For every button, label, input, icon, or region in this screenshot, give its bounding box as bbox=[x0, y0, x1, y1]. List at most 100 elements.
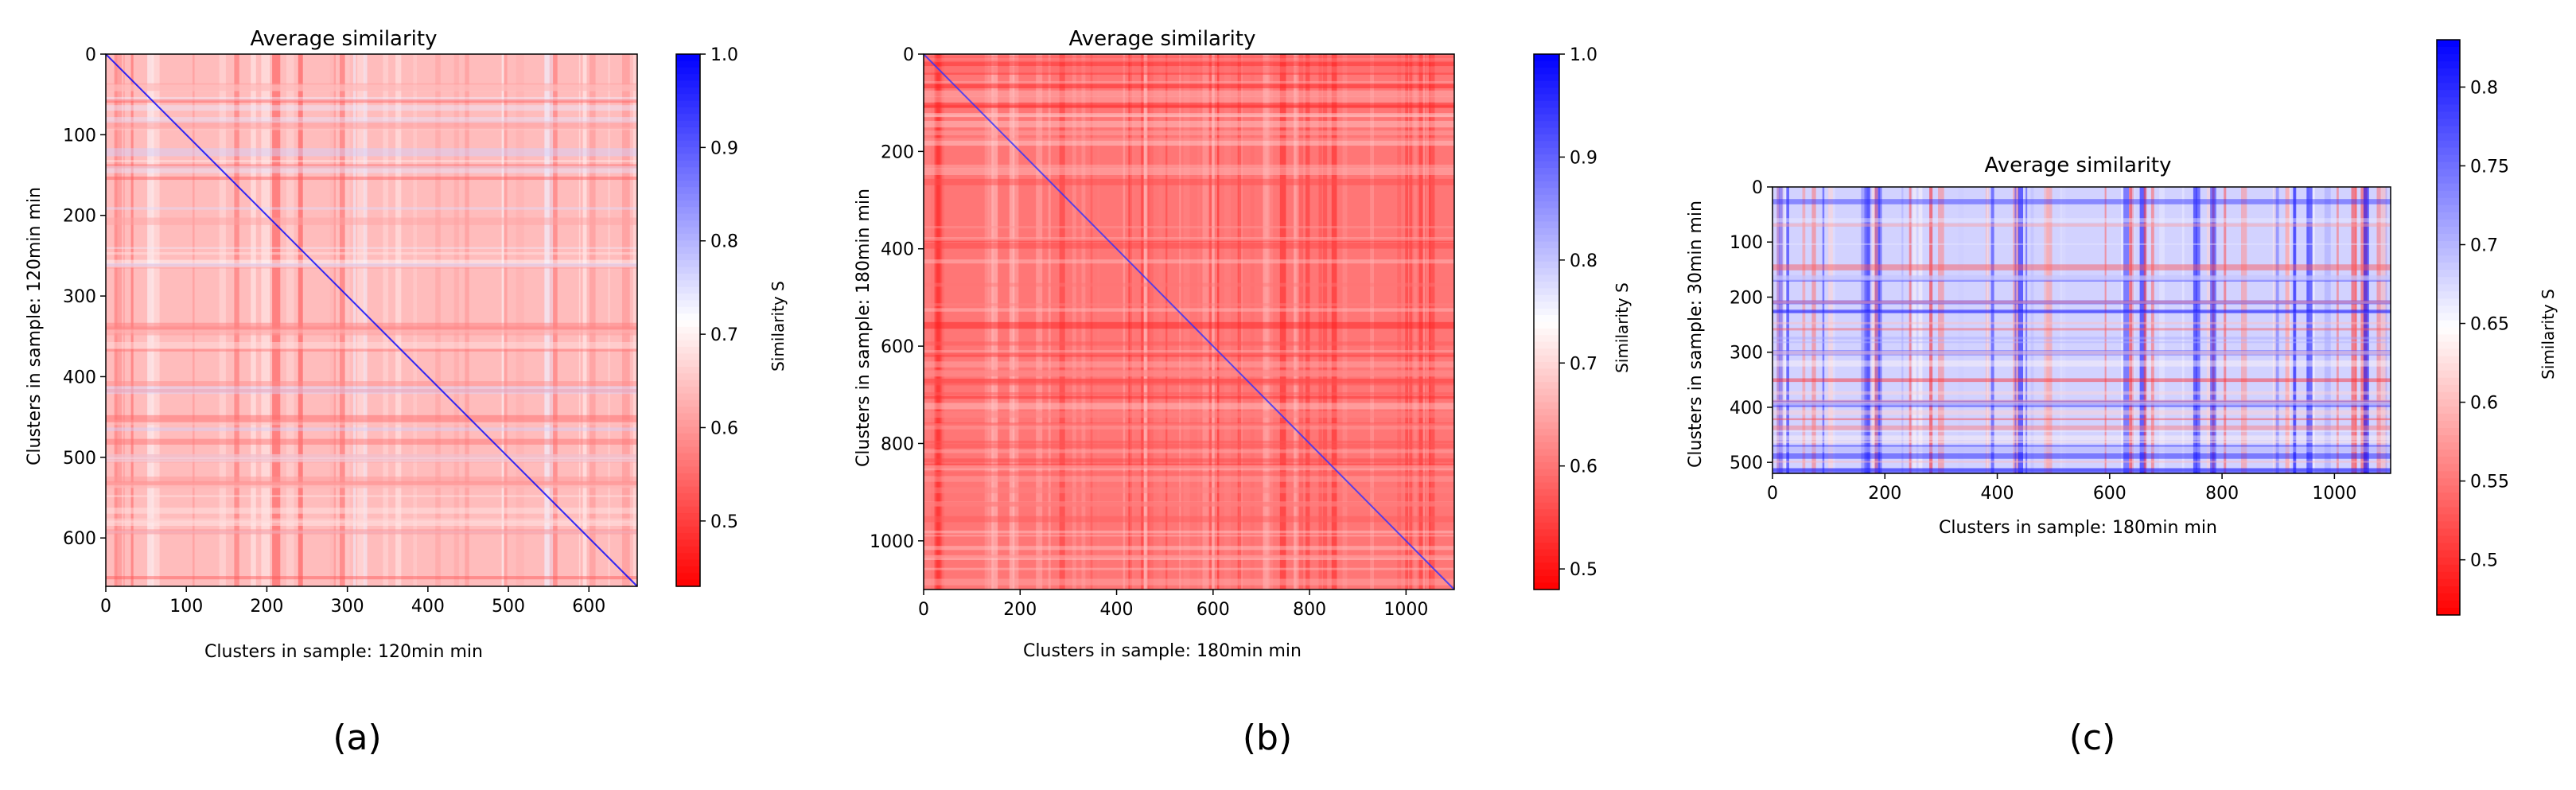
heatmap-column-band bbox=[2121, 187, 2124, 473]
colorbar-segment bbox=[676, 393, 700, 401]
colorbar-segment bbox=[676, 227, 700, 235]
colorbar-segment bbox=[2437, 550, 2460, 558]
heatmap-column-band bbox=[1183, 54, 1190, 590]
heatmap-row-band bbox=[924, 120, 1454, 128]
heatmap-column-band bbox=[329, 54, 333, 586]
x-tick-label: 200 bbox=[1868, 484, 1901, 504]
colorbar-segment bbox=[2437, 154, 2460, 163]
colorbar-segment bbox=[2437, 119, 2460, 127]
plot-frame bbox=[105, 53, 638, 587]
colorbar-segment bbox=[1534, 100, 1559, 108]
heatmap-row-band bbox=[1772, 321, 2391, 325]
heatmap-column-band bbox=[1306, 54, 1310, 590]
colorbar-segment bbox=[2437, 507, 2460, 516]
heatmap-row-band bbox=[1772, 425, 2391, 430]
heatmap-column-band bbox=[2196, 187, 2200, 473]
y-tick-label: 500 bbox=[1730, 453, 1763, 473]
colorbar-segment bbox=[2437, 399, 2460, 407]
colorbar-segment bbox=[1534, 201, 1559, 209]
heatmap-row-band bbox=[924, 471, 1454, 476]
heatmap-column-band bbox=[2241, 187, 2247, 473]
heatmap-column-band bbox=[590, 54, 596, 586]
colorbar-segment bbox=[676, 440, 700, 447]
colorbar-segment bbox=[1534, 488, 1559, 496]
colorbar-segment bbox=[2437, 500, 2460, 508]
colorbar-segment bbox=[2437, 76, 2460, 84]
heatmap-row-band bbox=[924, 66, 1454, 73]
colorbar-segment bbox=[2437, 140, 2460, 149]
y-tick-label: 600 bbox=[881, 337, 914, 357]
y-tick-labels: 0 100 200 300 400 500 bbox=[1730, 178, 1772, 473]
heatmap-row-band bbox=[1772, 301, 2391, 304]
y-tick-label: 300 bbox=[63, 287, 96, 307]
colorbar-tick-label: 0.6 bbox=[1570, 457, 1597, 477]
heatmap-column-band bbox=[1318, 54, 1322, 590]
colorbar-segment bbox=[2437, 313, 2460, 321]
colorbar-segment bbox=[2437, 255, 2460, 263]
colorbar-segment bbox=[676, 433, 700, 441]
heatmap-row-band bbox=[106, 348, 637, 352]
heatmap-column-band bbox=[504, 54, 508, 586]
heatmap-row-band bbox=[924, 58, 1454, 63]
heatmap-row-band bbox=[924, 465, 1454, 471]
heatmap-row-band bbox=[1772, 468, 2391, 473]
colorbar-segment bbox=[1534, 107, 1559, 115]
x-tick-label: 0 bbox=[100, 597, 111, 617]
colorbar-segment bbox=[1534, 134, 1559, 142]
colorbar-segment bbox=[2437, 449, 2460, 457]
heatmap-column-band bbox=[130, 54, 134, 586]
colorbar-segment bbox=[676, 320, 700, 328]
y-tick-label: 400 bbox=[63, 368, 96, 387]
colorbar-segment bbox=[676, 120, 700, 128]
colorbar-segment bbox=[2437, 133, 2460, 142]
y-tick-label: 600 bbox=[63, 529, 96, 549]
heatmap-column-band bbox=[1909, 187, 1912, 473]
colorbar-segment bbox=[676, 280, 700, 288]
colorbar-segment bbox=[1534, 302, 1559, 309]
heatmap-row-band bbox=[1772, 276, 2391, 282]
colorbar-tick-label: 0.5 bbox=[2470, 551, 2498, 571]
heatmap-row-band bbox=[924, 578, 1454, 586]
colorbar-segment bbox=[2437, 97, 2460, 105]
colorbar-segment bbox=[1534, 368, 1559, 376]
colorbar-segment bbox=[2437, 442, 2460, 450]
colorbar-segment bbox=[1534, 282, 1559, 290]
colorbar-segment bbox=[2437, 435, 2460, 443]
heatmap-column-band bbox=[2355, 187, 2357, 473]
heatmap-column-band bbox=[2210, 187, 2216, 473]
colorbar-segment bbox=[1534, 181, 1559, 189]
chart-title: Average similarity bbox=[1984, 154, 2171, 177]
colorbar-segment bbox=[676, 419, 700, 427]
colorbar-segment bbox=[1534, 161, 1559, 169]
heatmap-column-band bbox=[1370, 54, 1374, 590]
colorbar-segment bbox=[2437, 40, 2460, 48]
heatmap-column-band bbox=[1822, 187, 1825, 473]
colorbar-tick-label: 0.5 bbox=[710, 512, 738, 532]
heatmap-row-band bbox=[106, 96, 637, 101]
colorbar-segment bbox=[2437, 147, 2460, 156]
heatmap-column-band bbox=[1141, 54, 1144, 590]
colorbar-segment bbox=[676, 173, 700, 181]
colorbar-segment bbox=[676, 220, 700, 228]
heatmap-row-band bbox=[924, 403, 1454, 410]
x-tick-label: 800 bbox=[1293, 600, 1326, 620]
heatmap-column-band bbox=[2018, 187, 2023, 473]
heatmap-column-band bbox=[1872, 187, 1875, 473]
colorbar-segment bbox=[1534, 255, 1559, 263]
heatmap-row-band bbox=[106, 518, 637, 523]
heatmap-column-band bbox=[2014, 187, 2017, 473]
heatmap-column-band bbox=[2025, 187, 2028, 473]
colorbar-segment bbox=[676, 453, 700, 461]
heatmap-row-band bbox=[106, 483, 637, 488]
colorbar-segment bbox=[2437, 104, 2460, 112]
colorbar-segment bbox=[676, 207, 700, 215]
heatmap-column-band bbox=[1048, 54, 1051, 590]
x-axis-label: Clusters in sample: 180min min bbox=[1939, 518, 2217, 538]
heatmap-row-band bbox=[106, 176, 637, 181]
heatmap-row-band bbox=[924, 114, 1454, 117]
heatmap-column-band bbox=[632, 54, 636, 586]
colorbar-segment bbox=[1534, 228, 1559, 235]
colorbar-segment bbox=[2437, 557, 2460, 566]
heatmap-column-band bbox=[1072, 54, 1076, 590]
heatmap-row-band bbox=[924, 83, 1454, 88]
